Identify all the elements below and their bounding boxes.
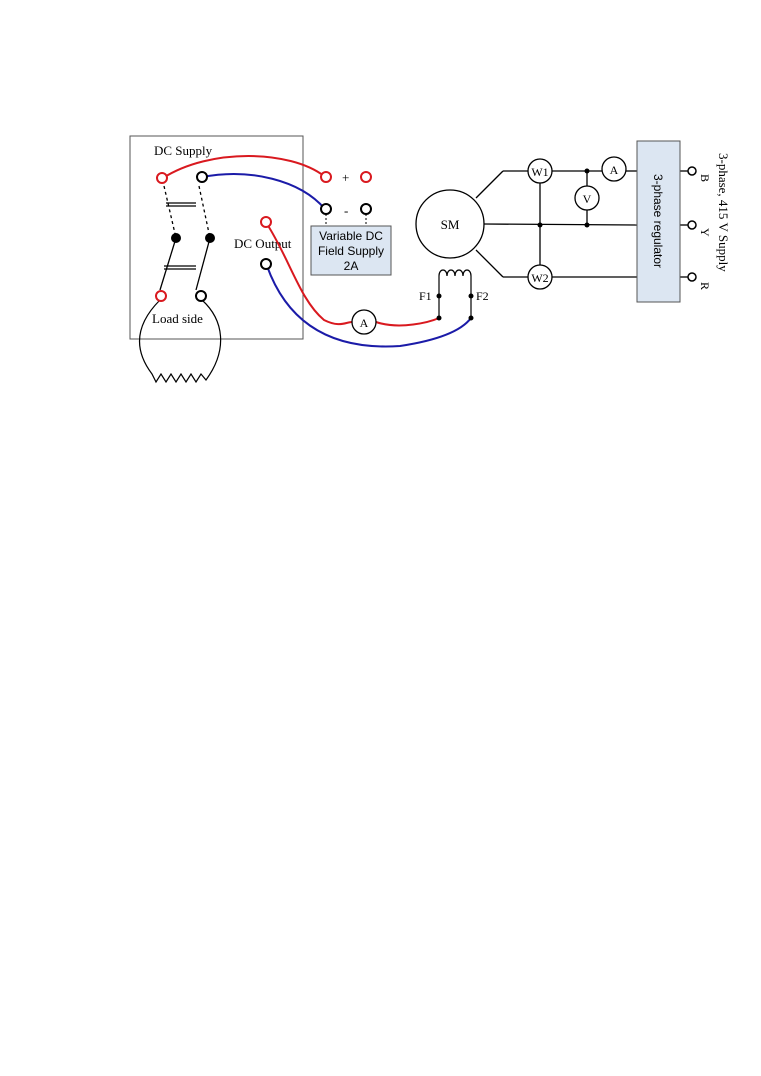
dc-supply-negative-terminal [196,171,208,183]
wattmeter-1-label: W1 [531,165,548,179]
dc-supply-panel [129,135,304,340]
dc-output-label: DC Output [234,236,292,251]
field-supply-minus-terminal-2 [360,203,372,215]
field-supply-minus-terminal-1 [320,203,332,215]
line-ammeter-label: A [610,163,619,177]
load-terminal-right [195,290,207,302]
field-ammeter [351,309,377,335]
switch-pivot-left [171,233,181,243]
f1-label: F1 [419,289,432,303]
voltmeter-label: V [583,192,592,206]
phase-b-terminal [687,166,697,176]
minus-sign: - [344,203,348,218]
field-supply-line1: Variable DC [319,229,383,243]
phase-y-label: Y [698,228,712,237]
three-phase-regulator [636,140,681,303]
wattmeter-2-label: W2 [531,271,548,285]
load-side-label: Load side [152,311,203,326]
regulator-label: 3-phase regulator [651,174,665,268]
field-winding [438,269,472,318]
switch-pivot-right [205,233,215,243]
f2-label: F2 [476,289,489,303]
field-supply-line3: 2A [344,259,359,273]
double-pole-switch [159,185,211,291]
phase-y-terminal [687,220,697,230]
dc-supply-label: DC Supply [154,143,213,158]
field-supply-line2: Field Supply [318,244,384,258]
dc-supply-positive-terminal [156,172,168,184]
load-resistor [138,299,222,384]
negative-wiring [201,173,472,348]
field-supply-plus-terminal-2 [360,171,372,183]
three-phase-wiring [475,170,688,278]
field-ammeter-label: A [360,316,369,330]
phase-r-terminal [687,272,697,282]
supply-label: 3-phase, 415 V Supply [716,153,731,272]
positive-wiring [162,155,440,327]
machine-label: SM [441,217,460,232]
voltmeter [574,185,600,211]
phase-r-label: R [698,282,712,290]
plus-sign: + [342,170,349,185]
phase-b-label: B [698,174,712,182]
wattmeter-2 [527,264,553,290]
field-supply-plus-terminal-1 [320,171,332,183]
wattmeter-1 [527,158,553,184]
dc-output-positive-terminal [260,216,272,228]
line-ammeter [601,156,627,182]
load-terminal-left [155,290,167,302]
dc-output-negative-terminal [260,258,272,270]
field-supply-box [310,225,392,276]
